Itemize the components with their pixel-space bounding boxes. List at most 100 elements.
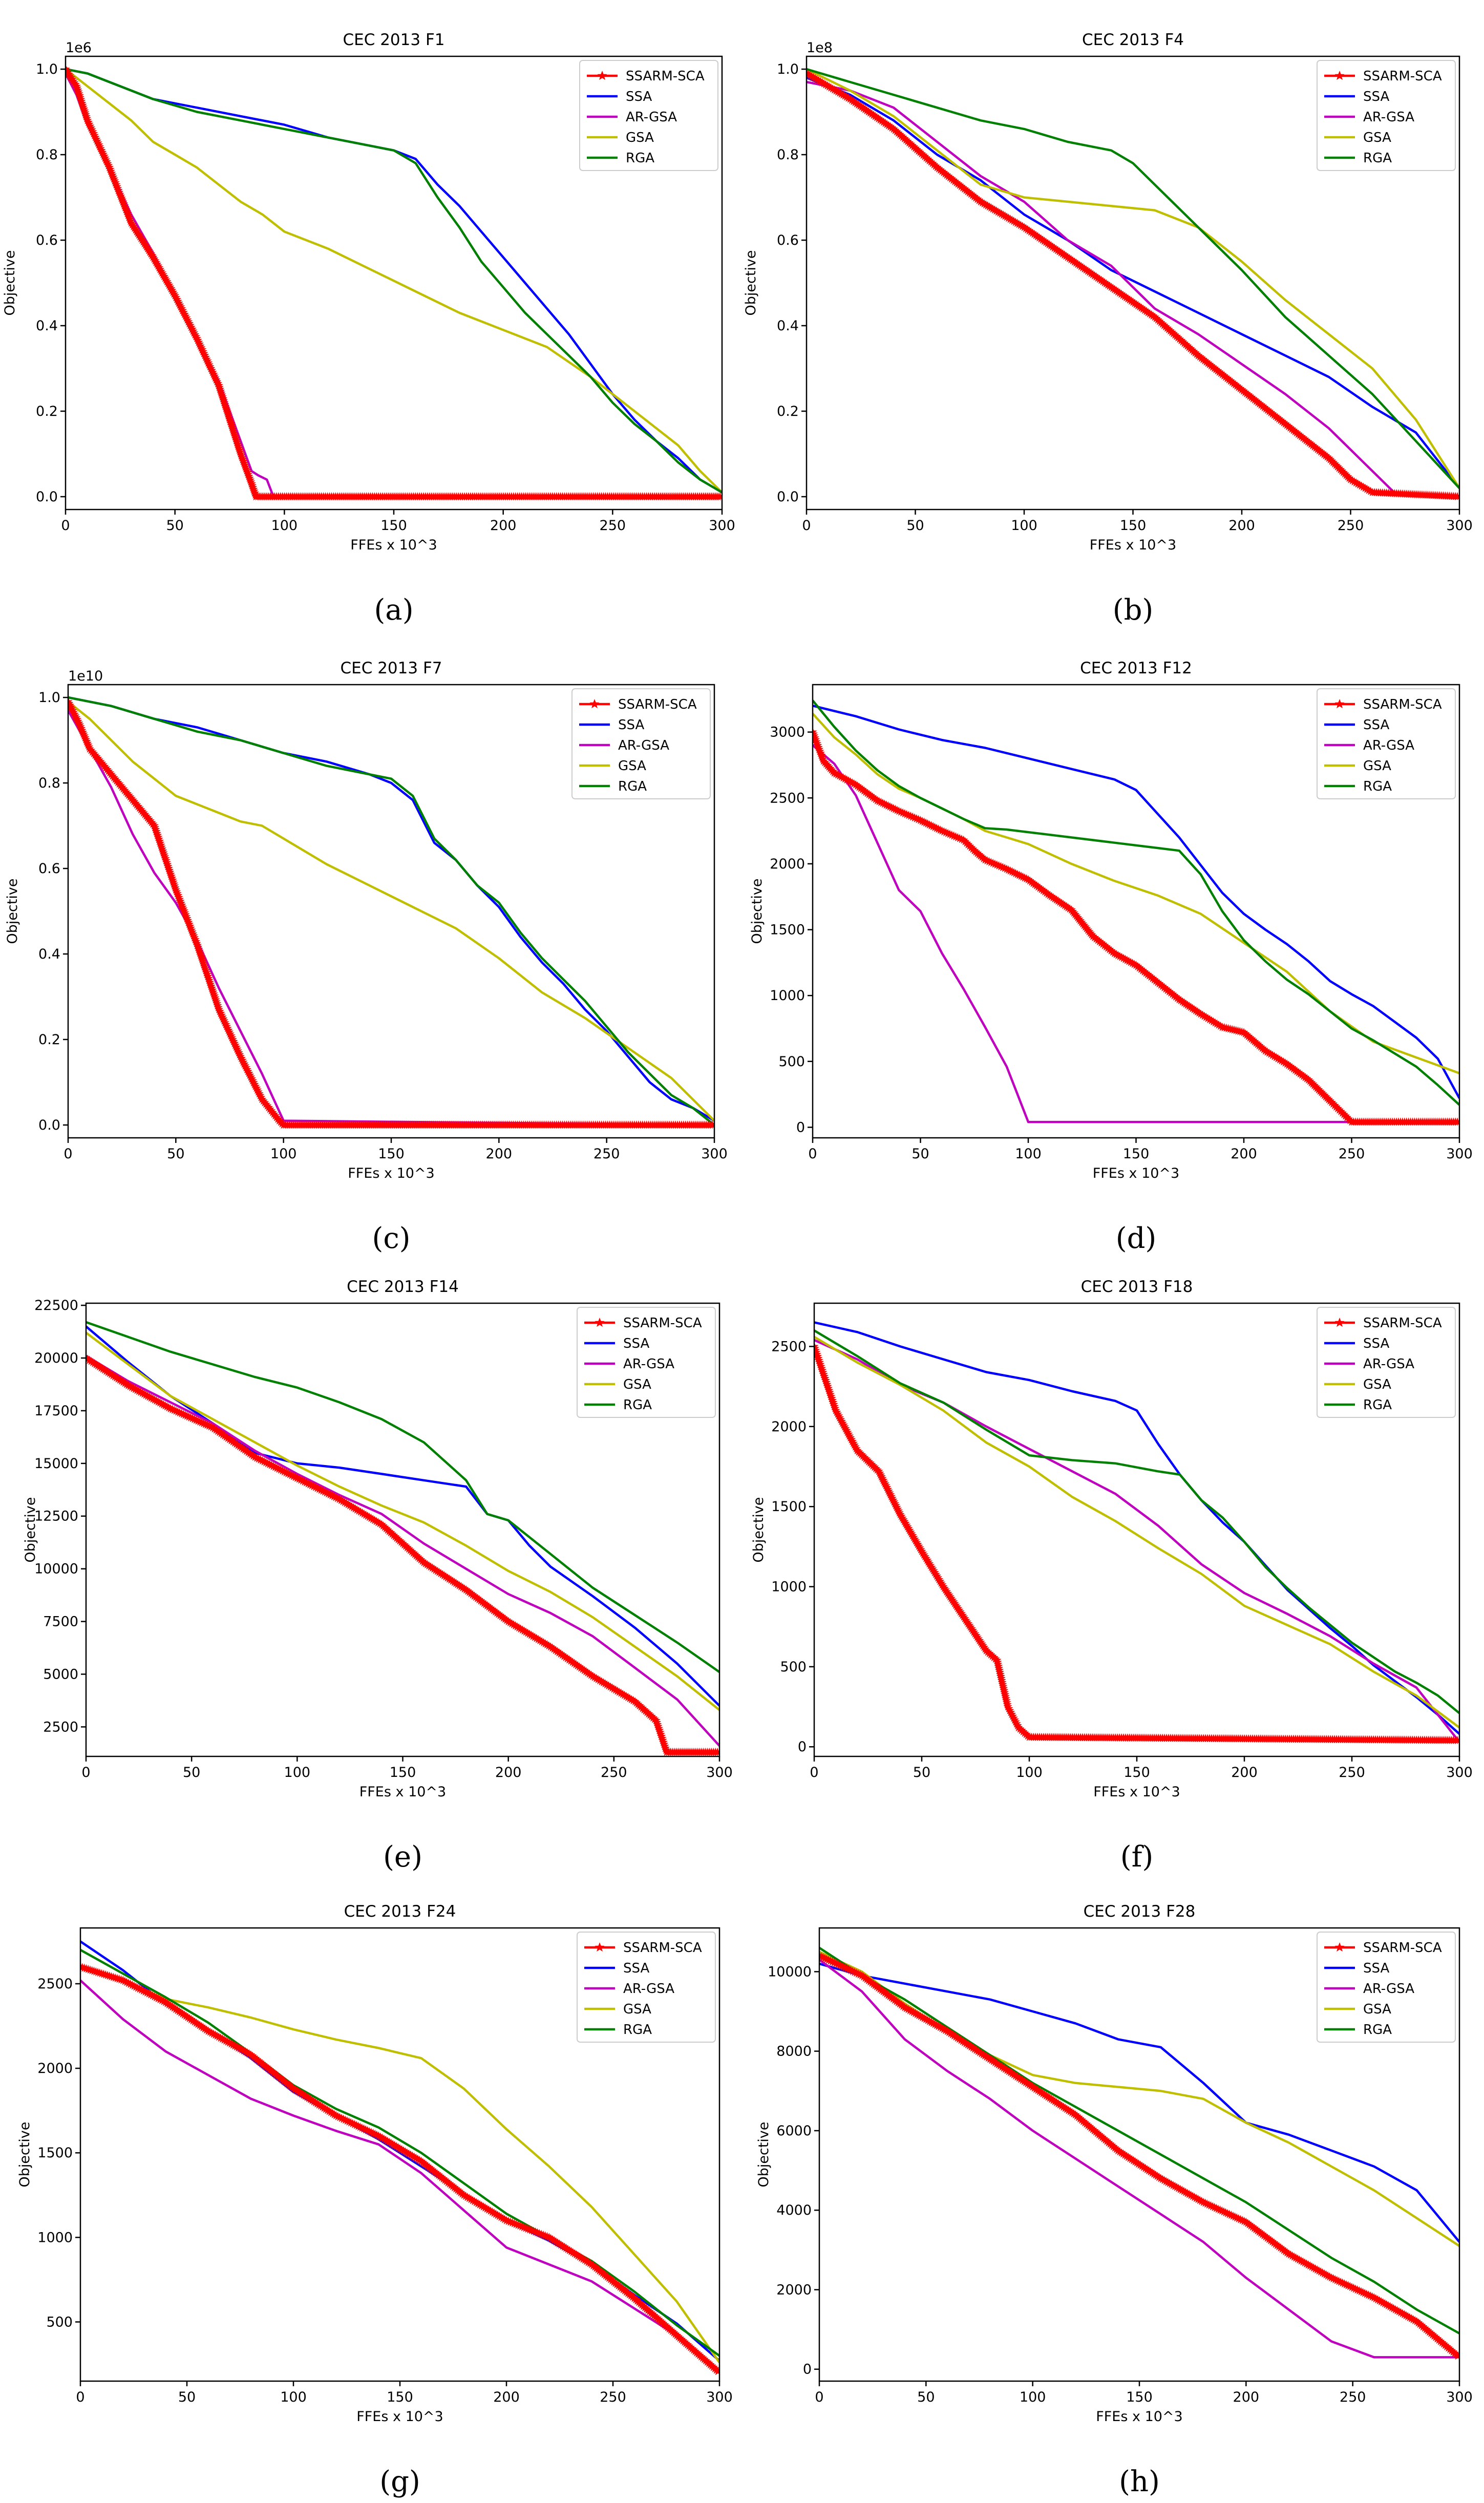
data-point-marker: [564, 1655, 574, 1664]
data-point-marker: [1258, 401, 1267, 410]
data-point-marker: [979, 2050, 988, 2059]
series-markers-ssarm-sca: [68, 697, 714, 1129]
data-point-marker: [1324, 453, 1333, 462]
data-point-marker: [273, 1114, 283, 1123]
data-point-marker: [576, 1663, 586, 1672]
data-point-marker: [262, 2063, 271, 2071]
data-point-marker: [145, 247, 155, 256]
data-point-marker: [1067, 254, 1076, 264]
data-point-marker: [837, 1416, 846, 1426]
y-tick-label: 2000: [37, 2061, 73, 2076]
data-point-marker: [1078, 919, 1087, 928]
data-point-marker: [1153, 315, 1162, 324]
data-point-marker: [1258, 2230, 1267, 2238]
x-tick-label: 50: [911, 1146, 929, 1162]
data-point-marker: [1117, 2148, 1126, 2157]
data-point-marker: [1242, 389, 1251, 397]
data-point-marker: [631, 2295, 641, 2304]
data-point-marker: [874, 1467, 883, 1475]
data-point-marker: [892, 1502, 901, 1511]
data-point-marker: [1282, 2248, 1291, 2257]
y-tick-label: 0.8: [36, 147, 58, 163]
data-point-marker: [1159, 321, 1169, 329]
data-point-marker: [1101, 942, 1111, 951]
data-point-marker: [1266, 2236, 1275, 2244]
data-point-marker: [945, 1592, 955, 1601]
data-point-marker: [1292, 428, 1301, 437]
data-point-marker: [873, 1465, 882, 1474]
data-point-marker: [1078, 2116, 1088, 2126]
y-tick-label: 20000: [34, 1350, 78, 1366]
data-point-marker: [1082, 265, 1091, 274]
data-point-marker: [884, 1990, 893, 1999]
data-point-marker: [836, 1415, 845, 1424]
data-point-marker: [999, 2063, 1008, 2072]
data-point-marker: [1004, 2067, 1013, 2075]
data-point-marker: [1292, 1067, 1302, 1075]
data-point-marker: [236, 1052, 245, 1060]
data-point-marker: [1168, 989, 1177, 998]
data-point-marker: [1314, 1085, 1323, 1094]
data-point-marker: [1318, 448, 1327, 457]
data-point-marker: [892, 1997, 901, 2005]
data-point-marker: [1250, 395, 1259, 404]
data-point-marker: [190, 2017, 199, 2026]
data-point-marker: [922, 153, 931, 162]
data-point-marker: [1242, 1030, 1252, 1039]
data-point-marker: [851, 780, 860, 789]
data-point-marker: [168, 2002, 177, 2011]
data-point-marker: [914, 1541, 923, 1550]
data-point-marker: [230, 1438, 239, 1447]
data-point-marker: [961, 837, 970, 845]
data-point-marker: [1207, 1016, 1216, 1025]
legend-label: SSARM-SCA: [1363, 1316, 1442, 1331]
data-point-marker: [1145, 309, 1154, 317]
data-point-marker: [962, 838, 971, 847]
data-point-marker: [1284, 422, 1293, 431]
data-point-marker: [856, 101, 865, 110]
data-point-marker: [914, 146, 923, 155]
data-point-marker: [243, 1067, 252, 1075]
data-point-marker: [920, 152, 929, 160]
data-point-marker: [1261, 404, 1270, 413]
data-point-marker: [1090, 2126, 1099, 2135]
data-point-marker: [316, 2101, 325, 2110]
data-point-marker: [1122, 2151, 1131, 2160]
data-point-marker: [850, 1440, 859, 1449]
data-point-marker: [947, 174, 956, 183]
data-point-marker: [1158, 982, 1167, 990]
data-point-marker: [638, 1704, 647, 1712]
data-point-marker: [240, 1445, 249, 1454]
data-point-marker: [917, 1546, 926, 1555]
data-point-marker: [1328, 458, 1338, 466]
data-point-marker: [88, 127, 97, 136]
data-point-marker: [1326, 455, 1335, 463]
x-tick-label: 250: [1338, 518, 1364, 534]
data-point-marker: [578, 1664, 587, 1673]
legend-label: AR-GSA: [1363, 738, 1414, 753]
data-point-marker: [953, 2033, 962, 2042]
data-point-marker: [620, 2286, 629, 2295]
chart-title: CEC 2013 F18: [1081, 1278, 1193, 1296]
data-point-marker: [1072, 2111, 1082, 2120]
data-point-marker: [143, 244, 152, 252]
x-tick-label: 150: [378, 1146, 405, 1162]
data-point-marker: [955, 2034, 964, 2043]
data-point-marker: [135, 232, 144, 241]
data-point-marker: [1229, 378, 1238, 388]
data-point-marker: [870, 1462, 879, 1471]
data-point-marker: [1088, 931, 1097, 940]
data-point-marker: [1245, 2220, 1254, 2229]
data-point-marker: [1053, 245, 1062, 254]
data-point-marker: [1153, 978, 1162, 986]
data-point-marker: [574, 2251, 583, 2260]
data-point-marker: [1337, 466, 1347, 475]
data-point-marker: [139, 237, 148, 246]
x-tick-label: 150: [380, 518, 407, 534]
data-point-marker: [1098, 277, 1108, 285]
data-point-marker: [171, 291, 180, 300]
data-point-marker: [1163, 985, 1172, 994]
data-point-marker: [1234, 383, 1243, 391]
data-point-marker: [1282, 1059, 1291, 1068]
